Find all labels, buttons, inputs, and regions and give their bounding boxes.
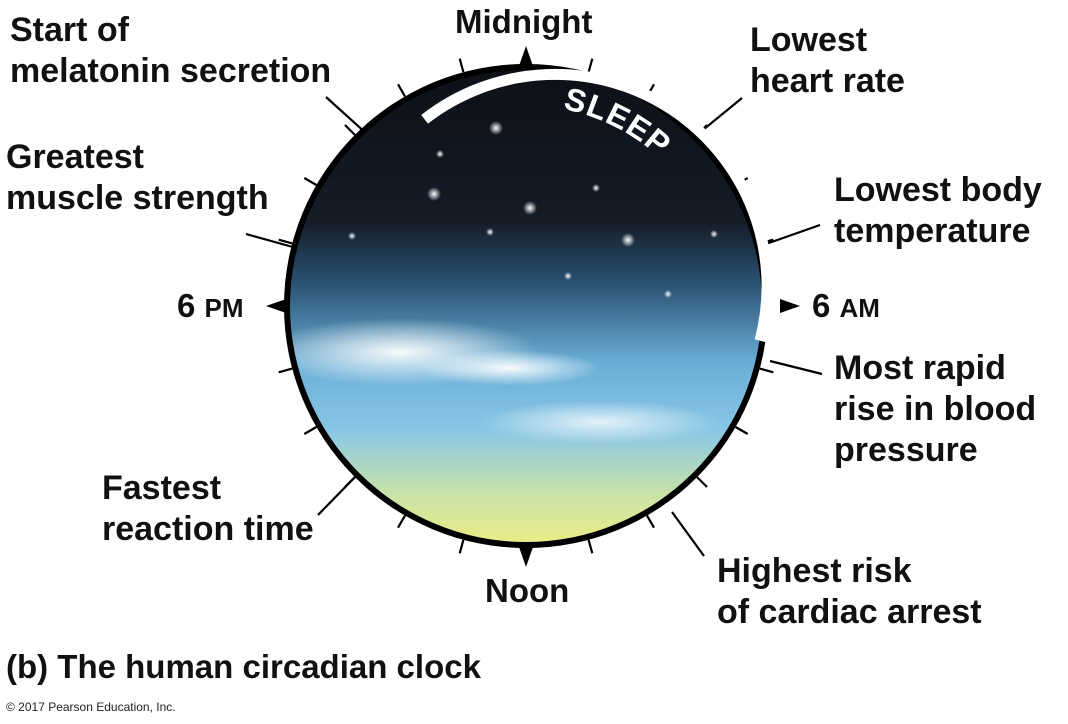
hour-tick (303, 426, 317, 435)
hour-tick (397, 83, 406, 97)
hour-tick (696, 476, 708, 488)
label-6pm-unit: PM (204, 293, 244, 323)
hour-tick (646, 515, 655, 529)
label-body-temp: Lowest body temperature (834, 171, 1042, 250)
label-6am-unit: AM (839, 293, 880, 323)
stars (348, 121, 718, 298)
leader-cardiac (671, 511, 705, 557)
hour-tick (397, 515, 406, 529)
leader-blood-pressure (769, 359, 823, 376)
hour-pointers (266, 46, 800, 567)
copyright-notice: © 2017 Pearson Education, Inc. (6, 700, 176, 714)
label-6am-number: 6 (812, 287, 831, 324)
label-heart-rate: Lowest heart rate (750, 21, 905, 100)
hour-tick (458, 539, 465, 554)
hour-tick (303, 177, 317, 186)
hour-tick (278, 367, 293, 374)
label-muscle: Greatest muscle strength (6, 138, 269, 217)
hour-tick (344, 124, 356, 136)
hour-tick (759, 367, 774, 374)
leader-body-temp (765, 223, 821, 246)
label-melatonin: Start of melatonin secretion (10, 11, 332, 90)
label-noon: Noon (485, 572, 570, 609)
leader-lines (245, 96, 823, 557)
label-6pm: 6 PM (177, 286, 244, 328)
label-6pm-number: 6 (177, 287, 196, 324)
leader-muscle (245, 232, 301, 251)
pointer-noon (519, 547, 533, 567)
label-6am: 6 AM (812, 286, 880, 328)
hour-tick (587, 58, 594, 73)
sun-glow (350, 438, 690, 542)
cloud-left-tail (420, 350, 600, 386)
figure-caption: (b) The human circadian clock (6, 648, 481, 685)
hour-tick (458, 58, 465, 73)
label-midnight: Midnight (455, 3, 593, 40)
label-cardiac: Highest risk of cardiac arrest (717, 552, 982, 631)
label-reaction: Fastest reaction time (102, 469, 314, 548)
label-blood-pressure: Most rapid rise in blood pressure (834, 349, 1037, 469)
leader-melatonin (325, 96, 369, 136)
pointer-6am (780, 299, 800, 313)
sleep-arc (421, 68, 773, 343)
pointer-midnight (519, 46, 533, 66)
hour-tick (735, 426, 749, 435)
hour-tick (278, 238, 293, 245)
hour-tick (587, 539, 594, 554)
pointer-6pm (266, 299, 286, 313)
hour-tick (344, 476, 356, 488)
cloud-right (480, 400, 720, 444)
